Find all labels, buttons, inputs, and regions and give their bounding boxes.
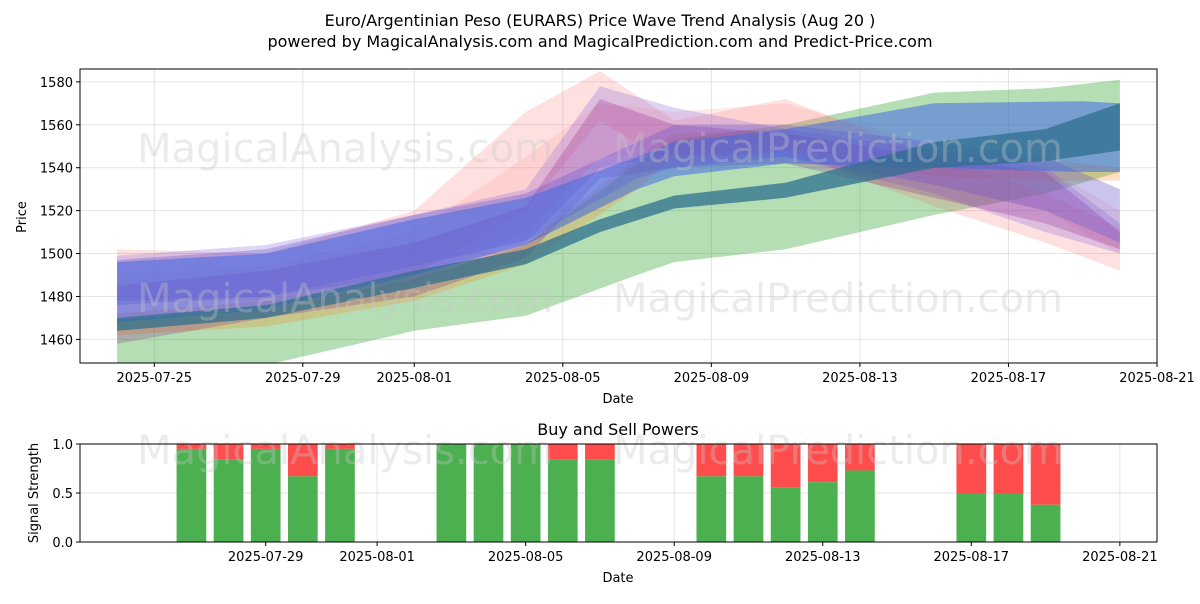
signal-y-tick-label: 0.5 bbox=[52, 487, 73, 502]
signal-x-tick-label: 2025-08-17 bbox=[934, 550, 1010, 565]
price-y-tick-label: 1540 bbox=[40, 162, 73, 177]
buy-bar bbox=[213, 459, 244, 542]
sell-bar bbox=[956, 444, 987, 493]
signal-axes: 0.0 0.5 1.0 2025-07-29 2025-08-01 2025-08-05 2… bbox=[52, 438, 1157, 565]
sell-bar bbox=[585, 444, 615, 460]
price-band-8 bbox=[117, 103, 1120, 331]
price-y-tick-label: 1460 bbox=[40, 333, 73, 348]
sell-bar bbox=[547, 444, 578, 460]
buy-bar bbox=[696, 476, 727, 542]
buy-bar bbox=[845, 470, 875, 542]
price-x-tick-label: 2025-07-25 bbox=[116, 371, 192, 386]
sell-bar bbox=[250, 444, 281, 449]
sell-bar bbox=[696, 444, 727, 477]
price-x-axis-label: Date bbox=[602, 392, 633, 407]
signal-bars bbox=[176, 444, 1061, 542]
price-y-tick-label: 1560 bbox=[40, 119, 73, 134]
price-x-tick-label: 2025-08-05 bbox=[525, 371, 601, 386]
watermark-prediction-mid: MagicalPrediction.com bbox=[613, 276, 1063, 322]
sell-bar bbox=[176, 444, 207, 449]
sell-bar bbox=[325, 444, 355, 449]
buy-bar bbox=[325, 448, 355, 542]
sell-bar bbox=[807, 444, 838, 483]
price-y-tick-label: 1580 bbox=[40, 76, 73, 91]
signal-chart-title: Buy and Sell Powers bbox=[537, 420, 699, 439]
price-x-tick-label: 2025-08-01 bbox=[376, 371, 452, 386]
sell-bar bbox=[1030, 444, 1061, 505]
price-axes: 1460 1480 1500 1520 1540 1560 1580 2025-07-25 20… bbox=[40, 76, 1195, 386]
signal-x-axis-label: Date bbox=[602, 571, 633, 586]
signal-x-tick-label: 2025-08-13 bbox=[785, 550, 861, 565]
price-bands bbox=[117, 71, 1120, 363]
buy-bar bbox=[733, 476, 764, 542]
buy-bar bbox=[436, 444, 467, 542]
signal-x-tick-label: 2025-07-29 bbox=[228, 550, 304, 565]
signal-y-tick-label: 0.0 bbox=[52, 536, 73, 551]
buy-bar bbox=[287, 476, 318, 542]
buy-bar bbox=[547, 459, 578, 542]
sell-bar bbox=[845, 444, 875, 471]
buy-bar bbox=[585, 459, 615, 542]
price-x-tick-label: 2025-08-21 bbox=[1119, 371, 1195, 386]
signal-x-tick-label: 2025-08-05 bbox=[488, 550, 564, 565]
signal-x-tick-label: 2025-08-09 bbox=[636, 550, 712, 565]
signal-chart: Buy and Sell Powers MagicalAnalysis.com … bbox=[27, 420, 1158, 586]
price-plot-frame bbox=[79, 68, 1158, 364]
chart-title-line2: powered by MagicalAnalysis.com and Magic… bbox=[267, 32, 932, 51]
sell-bar bbox=[213, 444, 244, 460]
buy-bar bbox=[510, 444, 541, 542]
chart-title-line1: Euro/Argentinian Peso (EURARS) Price Wav… bbox=[325, 11, 876, 30]
signal-x-tick-label: 2025-08-01 bbox=[339, 550, 415, 565]
price-chart: MagicalAnalysis.com MagicalAnalysis.com … bbox=[15, 68, 1195, 407]
price-x-tick-label: 2025-08-13 bbox=[822, 371, 898, 386]
sell-bar bbox=[770, 444, 801, 488]
price-x-tick-label: 2025-08-17 bbox=[971, 371, 1047, 386]
buy-bar bbox=[770, 487, 801, 542]
price-y-tick-label: 1480 bbox=[40, 290, 73, 305]
sell-bar bbox=[993, 444, 1024, 493]
buy-bar bbox=[993, 493, 1024, 542]
price-x-tick-label: 2025-08-09 bbox=[674, 371, 750, 386]
watermark-prediction-bottom: MagicalPrediction.com bbox=[613, 428, 1063, 474]
price-band-7 bbox=[117, 101, 1120, 323]
price-y-tick-label: 1500 bbox=[40, 248, 73, 263]
buy-bar bbox=[956, 493, 987, 542]
price-y-axis-label: Price bbox=[15, 201, 30, 233]
watermark-analysis-top: MagicalAnalysis.com bbox=[137, 126, 553, 172]
buy-bar bbox=[1030, 504, 1061, 542]
buy-bar bbox=[807, 482, 838, 542]
sell-bar bbox=[287, 444, 318, 477]
watermark-prediction-top: MagicalPrediction.com bbox=[613, 126, 1063, 172]
price-y-tick-label: 1520 bbox=[40, 205, 73, 220]
signal-x-tick-label: 2025-08-21 bbox=[1082, 550, 1158, 565]
price-x-tick-label: 2025-07-29 bbox=[265, 371, 341, 386]
signal-y-tick-label: 1.0 bbox=[52, 438, 73, 453]
signal-y-axis-label: Signal Strength bbox=[27, 443, 42, 543]
watermark-analysis-mid: MagicalAnalysis.com bbox=[137, 276, 553, 322]
watermark-analysis-bottom: MagicalAnalysis.com bbox=[137, 428, 553, 474]
sell-bar bbox=[733, 444, 764, 477]
buy-bar bbox=[176, 448, 207, 542]
buy-bar bbox=[473, 444, 504, 542]
buy-bar bbox=[250, 448, 281, 542]
